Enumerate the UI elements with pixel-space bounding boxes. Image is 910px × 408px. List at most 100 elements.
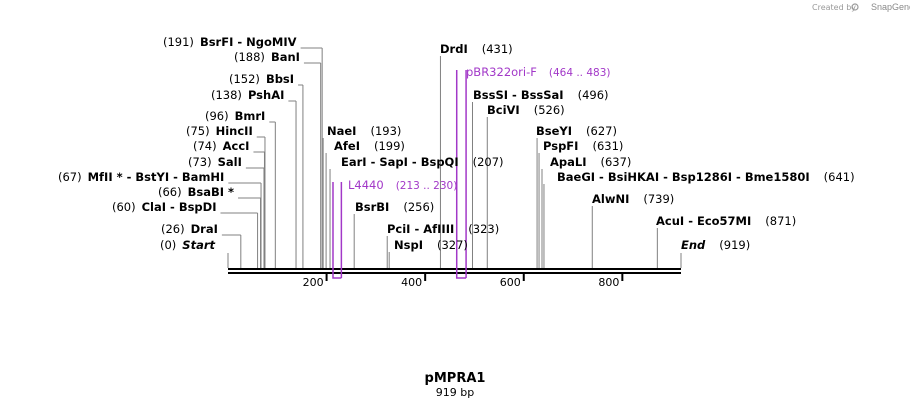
enzyme-name: BmrI — [235, 109, 266, 123]
enzyme-name: HincII — [216, 124, 253, 138]
feature-position: (496) — [578, 88, 609, 102]
feature-position: (60) — [112, 200, 136, 214]
feature-labels: (191) BsrFI - NgoMIV(188) BanI(152) BbsI(13… — [58, 35, 855, 252]
snapgene-logo: SnapGene — [871, 2, 910, 12]
enzyme-name: BciVI — [487, 103, 520, 117]
enzyme-name: PshAI — [248, 88, 284, 102]
ruler-tick-label: 200 — [303, 276, 324, 289]
enzyme-name: PciI — [387, 222, 410, 236]
enzyme-name: DraI — [191, 222, 218, 236]
enzyme-name: NaeI — [327, 124, 356, 138]
feature-position: (627) — [586, 124, 617, 138]
feature-position: (431) — [482, 42, 513, 56]
feature-position: (188) — [234, 50, 265, 64]
feature-label-apali: ApaLI (637) — [550, 155, 631, 169]
ruler-tick-label: 800 — [598, 276, 619, 289]
snapgene-logo-icon — [851, 3, 859, 11]
feature-lines — [220, 47, 682, 268]
enzyme-name: BssSI — [473, 88, 508, 102]
enzyme-name: BsiHKAI — [608, 170, 659, 184]
feature-label-bsabi: (66) BsaBI * — [158, 185, 234, 199]
feature-label-drai: (26) DraI — [161, 222, 218, 236]
feature-label-bani: (188) BanI — [234, 50, 300, 64]
feature-label-start: (0) Start — [160, 238, 216, 252]
feature-label-bsrbi: BsrBI (256) — [355, 200, 434, 214]
enzyme-name: Start — [182, 238, 215, 252]
feature-label-bsssi: BssSI - BssSaI (496) — [473, 88, 609, 102]
enzyme-name: ApaLI — [550, 155, 587, 169]
primer-label-pbr322ori-f: pBR322ori-F (464 .. 483) — [466, 65, 611, 79]
primers: L4440 (213 .. 230) pBR322ori-F (464 .. 483) — [332, 65, 611, 279]
enzyme-name: BsaBI * — [188, 185, 234, 199]
ruler: 200 400 600 800 — [303, 274, 624, 289]
enzyme-name: AfIIII — [423, 222, 454, 236]
enzyme-name: AcuI — [656, 214, 684, 228]
enzyme-name: BspQI — [421, 155, 459, 169]
feature-label-alwni: AlwNI (739) — [592, 192, 674, 206]
feature-position: (73) — [188, 155, 212, 169]
feature-label-eari: EarI - SapI - BspQI (207) — [341, 155, 504, 169]
enzyme-name: End — [681, 238, 706, 252]
feature-label-hincii: (75) HincII — [186, 124, 253, 138]
feature-position: (256) — [403, 200, 434, 214]
ruler-tick-label: 600 — [500, 276, 521, 289]
feature-label-end: End (919) — [681, 238, 750, 252]
feature-position: (526) — [534, 103, 565, 117]
enzyme-name: BseYI — [536, 124, 572, 138]
feature-position: (327) — [437, 238, 468, 252]
enzyme-name: BamHI — [182, 170, 224, 184]
credit-text: Created by — [812, 3, 856, 12]
feature-label-bseyi: BseYI (627) — [536, 124, 617, 138]
enzyme-name: MfII * — [88, 170, 123, 184]
enzyme-name: AfeI — [334, 139, 360, 153]
feature-position: (199) — [374, 139, 405, 153]
backbone-bottom — [228, 272, 681, 274]
enzyme-name: BssSaI — [521, 88, 564, 102]
feature-label-bsrfi: (191) BsrFI - NgoMIV — [163, 35, 297, 49]
primer-arrow — [455, 70, 467, 279]
feature-position: (74) — [193, 139, 217, 153]
enzyme-name: BstYI — [135, 170, 169, 184]
enzyme-name: EarI — [341, 155, 367, 169]
enzyme-name: ClaI — [142, 200, 166, 214]
enzyme-name: Eco57MI — [697, 214, 751, 228]
feature-label-mfii: (67) MfII * - BstYI - BamHI — [58, 170, 224, 184]
feature-position: (323) — [468, 222, 499, 236]
feature-label-naei: NaeI (193) — [327, 124, 401, 138]
feature-position: (75) — [186, 124, 210, 138]
primer-label-l4440: L4440 (213 .. 230) — [348, 178, 457, 192]
primer-arrow — [332, 182, 342, 279]
feature-label-acui: AcuI - Eco57MI (871) — [656, 214, 796, 228]
enzyme-name: Bsp1286I — [672, 170, 732, 184]
enzyme-name: BaeGI — [557, 170, 595, 184]
feature-label-afei: AfeI (199) — [334, 139, 405, 153]
feature-label-sali: (73) SalI — [188, 155, 242, 169]
enzyme-name: BanI — [271, 50, 300, 64]
primer-range: (464 .. 483) — [549, 67, 611, 79]
plasmid-name: pMPRA1 — [425, 371, 486, 386]
enzyme-name: AlwNI — [592, 192, 629, 206]
feature-label-clai: (60) ClaI - BspDI — [112, 200, 216, 214]
enzyme-name: SapI — [379, 155, 408, 169]
enzyme-name: SalI — [218, 155, 242, 169]
feature-label-acci: (74) AccI — [193, 139, 249, 153]
feature-label-baegi: BaeGI - BsiHKAI - Bsp1286I - Bme1580I (64… — [557, 170, 855, 184]
feature-label-pspfi: PspFI (631) — [543, 139, 623, 153]
feature-position: (191) — [163, 35, 194, 49]
feature-position: (207) — [473, 155, 504, 169]
enzyme-name: BbsI — [266, 72, 294, 86]
backbone-top — [228, 268, 681, 270]
feature-position: (641) — [824, 170, 855, 184]
feature-position: (193) — [370, 124, 401, 138]
enzyme-name: BsrBI — [355, 200, 389, 214]
enzyme-name: NspI — [394, 238, 423, 252]
enzyme-name: DrdI — [440, 42, 468, 56]
feature-label-drdi: DrdI (431) — [440, 42, 513, 56]
plasmid-size: 919 bp — [436, 386, 474, 399]
feature-label-pshai: (138) PshAI — [211, 88, 284, 102]
enzyme-name: BsrFI — [200, 35, 233, 49]
primer-name: pBR322ori-F — [466, 65, 537, 79]
feature-label-bmri: (96) BmrI — [205, 109, 265, 123]
